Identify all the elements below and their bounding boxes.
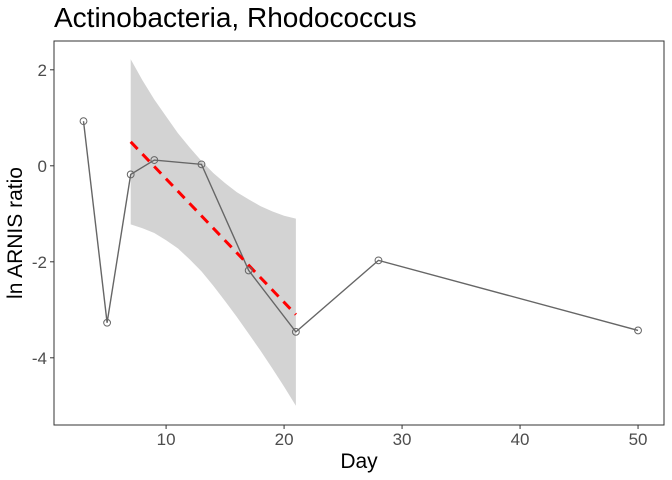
- chart-title: Actinobacteria, Rhodococcus: [54, 2, 417, 33]
- y-tick-label: 2: [38, 61, 47, 80]
- series-line: [82, 121, 639, 333]
- x-axis-title: Day: [340, 450, 378, 473]
- x-tick-label: 30: [393, 430, 412, 449]
- plot-border: [53, 40, 665, 426]
- x-tick-label: 40: [511, 430, 530, 449]
- data-point: [634, 326, 642, 335]
- y-axis-title: ln ARNIS ratio: [4, 167, 27, 299]
- data-point: [126, 170, 135, 179]
- x-tick-label: 20: [275, 430, 294, 449]
- y-tick-label: -4: [32, 349, 47, 368]
- y-tick-label: 0: [38, 157, 47, 176]
- data-point: [197, 160, 206, 169]
- data-point: [79, 117, 88, 126]
- data-point: [291, 327, 300, 336]
- x-tick-label: 50: [629, 430, 648, 449]
- y-tick-label: -2: [32, 253, 47, 272]
- confidence-band: [130, 59, 296, 406]
- x-tick-label: 10: [157, 430, 176, 449]
- data-point: [374, 256, 383, 265]
- plot-area: [79, 59, 642, 406]
- fit-line: [129, 140, 297, 316]
- data-point: [103, 318, 111, 327]
- data-point: [150, 156, 159, 164]
- data-point: [244, 266, 253, 275]
